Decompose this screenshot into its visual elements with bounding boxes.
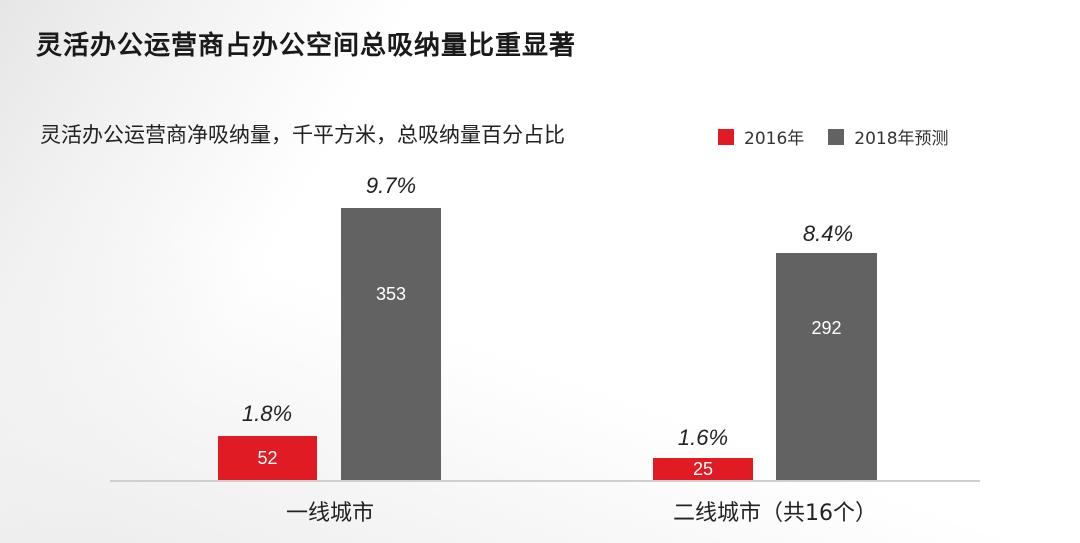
chart-title: 灵活办公运营商占办公空间总吸纳量比重显著 [36,31,577,61]
legend-label: 2016年 [744,129,805,149]
legend: 2016年 2018年预测 [718,124,973,149]
pct-label: 9.7% [365,173,417,198]
legend-swatch-red [718,128,734,145]
bar-2018-tier2: 292 [776,253,877,481]
bar-2018-tier1: 353 [341,208,441,481]
legend-item-2018: 2018年预测 [828,124,949,149]
legend-swatch-gray [828,128,845,145]
bar-2016-tier1: 52 [218,436,317,481]
chart-subtitle: 灵活办公运营商净吸纳量，千平方米，总吸纳量百分占比 [40,123,565,147]
pct-label: 8.4% [802,221,854,246]
legend-item-2016: 2016年 [718,124,804,149]
bar-value: 52 [257,448,278,468]
bar-value: 25 [692,459,714,479]
x-axis-baseline [110,480,980,482]
category-label-tier1: 一线城市 [285,501,374,526]
pct-label: 1.6% [677,425,729,450]
bar-value: 353 [375,284,407,304]
bar-2016-tier2: 25 [653,458,753,481]
pct-label: 1.8% [241,401,293,426]
category-label-tier2: 二线城市（共16个） [673,501,877,526]
legend-label: 2018年预测 [854,129,949,149]
bar-value: 292 [811,318,842,338]
